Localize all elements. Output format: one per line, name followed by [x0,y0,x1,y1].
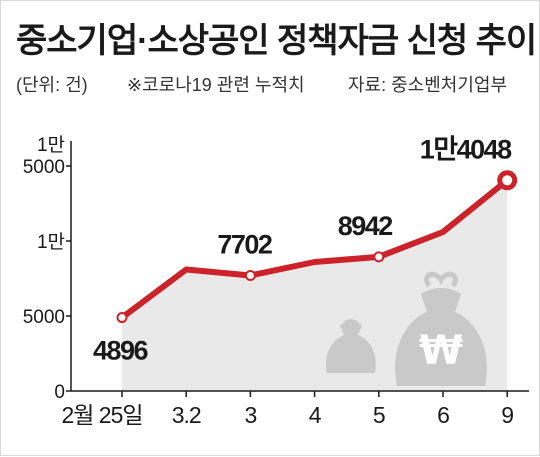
unit-label: (단위: 건) [16,75,88,95]
data-label: 7702 [217,229,272,259]
won-sign-icon: ₩ [419,328,463,374]
data-label: 8942 [338,211,393,241]
note-label: ※코로나19 관련 누적치 [127,75,305,95]
x-tick-label: 3.2 [172,402,201,428]
source-label: 자료: 중소벤처기업부 [348,75,508,95]
y-tick-label: 5000 [23,307,65,328]
x-tick-label: 3 [245,402,257,428]
won-money-bag-icon: ₩ [395,271,487,386]
x-tick-label: 9 [501,402,513,428]
data-label: 4896 [93,336,149,366]
y-tick-label: 0 [54,382,65,403]
chart-title: 중소기업·소상공인 정책자금 신청 추이 [16,22,537,60]
x-tick-label: 6 [437,402,449,428]
end-point-inner [502,175,513,186]
data-point [244,269,256,281]
x-tick-label: 2월 25일 [61,402,142,428]
data-point [116,312,128,324]
series-line [119,177,511,321]
x-tick-label: 5 [373,402,385,428]
x-tick-label: 4 [309,402,322,428]
y-tick-label: 1만 5000 [23,134,65,178]
y-tick-label: 1만 [37,231,65,253]
data-point [373,251,385,263]
data-label: 1만4048 [420,134,512,164]
money-bag-small-icon [326,319,376,373]
